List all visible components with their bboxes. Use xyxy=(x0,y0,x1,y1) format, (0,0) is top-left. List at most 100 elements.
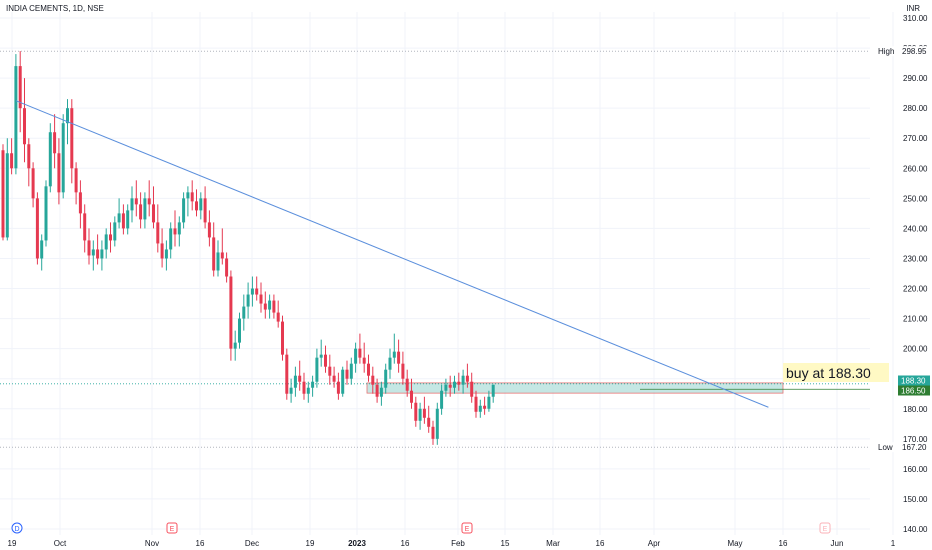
earnings-marker[interactable] xyxy=(819,522,831,534)
earnings-marker[interactable] xyxy=(461,522,473,534)
candle-body[interactable] xyxy=(139,204,143,220)
candle-body[interactable] xyxy=(53,132,57,154)
candle-body[interactable] xyxy=(23,108,26,145)
candle-body[interactable] xyxy=(401,363,405,379)
candle-body[interactable] xyxy=(427,417,431,427)
candle-body[interactable] xyxy=(440,390,444,409)
candle-body[interactable] xyxy=(328,366,332,376)
candle-body[interactable] xyxy=(57,153,61,193)
candle-body[interactable] xyxy=(250,288,254,295)
candle-body[interactable] xyxy=(182,198,186,223)
support-zone[interactable] xyxy=(366,382,784,394)
candle-body[interactable] xyxy=(418,408,422,421)
candle-body[interactable] xyxy=(259,294,263,304)
candle-body[interactable] xyxy=(109,234,112,241)
candle-body[interactable] xyxy=(220,252,224,259)
candle-body[interactable] xyxy=(130,198,134,211)
candle-body[interactable] xyxy=(388,357,392,370)
candle-body[interactable] xyxy=(238,318,241,343)
candle-body[interactable] xyxy=(147,198,151,205)
candle-body[interactable] xyxy=(246,294,250,307)
candle-body[interactable] xyxy=(392,351,396,358)
candle-body[interactable] xyxy=(152,204,155,223)
candle-body[interactable] xyxy=(160,243,164,259)
candle-body[interactable] xyxy=(18,66,22,109)
candle-body[interactable] xyxy=(35,198,39,259)
candle-body[interactable] xyxy=(276,312,280,322)
candle-body[interactable] xyxy=(78,192,82,214)
candle-body[interactable] xyxy=(190,192,194,202)
candle-body[interactable] xyxy=(177,222,181,235)
candle-body[interactable] xyxy=(100,249,104,259)
candle-body[interactable] xyxy=(336,381,340,394)
candle-body[interactable] xyxy=(311,381,315,388)
candle-body[interactable] xyxy=(164,249,168,259)
candle-body[interactable] xyxy=(255,288,259,295)
candle-body[interactable] xyxy=(207,222,211,238)
candle-body[interactable] xyxy=(10,153,14,169)
candle-body[interactable] xyxy=(345,369,349,379)
candle-body[interactable] xyxy=(263,303,267,310)
candle-body[interactable] xyxy=(414,402,418,421)
candle-body[interactable] xyxy=(358,348,362,358)
candle-body[interactable] xyxy=(1,150,5,238)
candle-body[interactable] xyxy=(324,354,327,367)
candle-body[interactable] xyxy=(341,369,345,394)
candle-body[interactable] xyxy=(27,144,31,169)
candle-body[interactable] xyxy=(371,375,375,385)
dividend-marker[interactable] xyxy=(11,522,23,534)
candle-body[interactable] xyxy=(113,222,117,241)
candle-body[interactable] xyxy=(379,387,383,397)
candle-body[interactable] xyxy=(483,405,487,409)
candle-body[interactable] xyxy=(319,354,323,358)
candle-body[interactable] xyxy=(229,276,233,349)
candle-body[interactable] xyxy=(212,237,216,271)
earnings-marker[interactable] xyxy=(166,522,178,534)
candle-body[interactable] xyxy=(384,369,388,388)
candle-body[interactable] xyxy=(444,384,448,391)
candle-body[interactable] xyxy=(233,342,237,349)
candle-body[interactable] xyxy=(143,198,147,220)
candle-body[interactable] xyxy=(285,354,289,394)
candle-body[interactable] xyxy=(410,390,413,403)
candle-body[interactable] xyxy=(302,381,306,394)
candle-body[interactable] xyxy=(457,381,461,385)
candle-body[interactable] xyxy=(216,252,220,271)
candle-body[interactable] xyxy=(306,387,310,394)
candle-body[interactable] xyxy=(48,132,52,187)
candle-body[interactable] xyxy=(332,375,336,382)
candle-body[interactable] xyxy=(293,375,297,388)
candle-body[interactable] xyxy=(362,357,366,364)
candle-body[interactable] xyxy=(422,408,426,418)
candle-body[interactable] xyxy=(367,363,370,376)
candle-body[interactable] xyxy=(169,228,173,250)
candle-body[interactable] xyxy=(173,228,177,235)
candle-body[interactable] xyxy=(117,213,121,223)
candle-body[interactable] xyxy=(5,153,9,238)
candle-body[interactable] xyxy=(315,357,319,382)
candle-body[interactable] xyxy=(465,375,469,382)
buy-label-box[interactable] xyxy=(783,363,889,382)
candle-body[interactable] xyxy=(461,375,465,385)
candle-body[interactable] xyxy=(87,240,91,256)
candle-body[interactable] xyxy=(199,198,203,211)
candle-body[interactable] xyxy=(268,300,272,310)
candle-body[interactable] xyxy=(14,66,18,169)
candle-body[interactable] xyxy=(121,213,125,229)
candle-body[interactable] xyxy=(289,387,293,394)
candle-body[interactable] xyxy=(66,108,69,124)
candle-body[interactable] xyxy=(40,240,44,259)
candle-body[interactable] xyxy=(349,363,353,379)
candle-body[interactable] xyxy=(354,348,358,364)
candle-body[interactable] xyxy=(478,405,482,412)
trend-line[interactable] xyxy=(15,100,769,408)
candle-body[interactable] xyxy=(225,258,229,277)
candle-body[interactable] xyxy=(242,306,246,319)
candle-body[interactable] xyxy=(405,378,409,391)
candle-body[interactable] xyxy=(91,249,95,256)
candle-body[interactable] xyxy=(44,186,48,241)
candle-body[interactable] xyxy=(104,234,108,250)
candle-body[interactable] xyxy=(61,123,65,193)
candle-body[interactable] xyxy=(474,396,478,412)
